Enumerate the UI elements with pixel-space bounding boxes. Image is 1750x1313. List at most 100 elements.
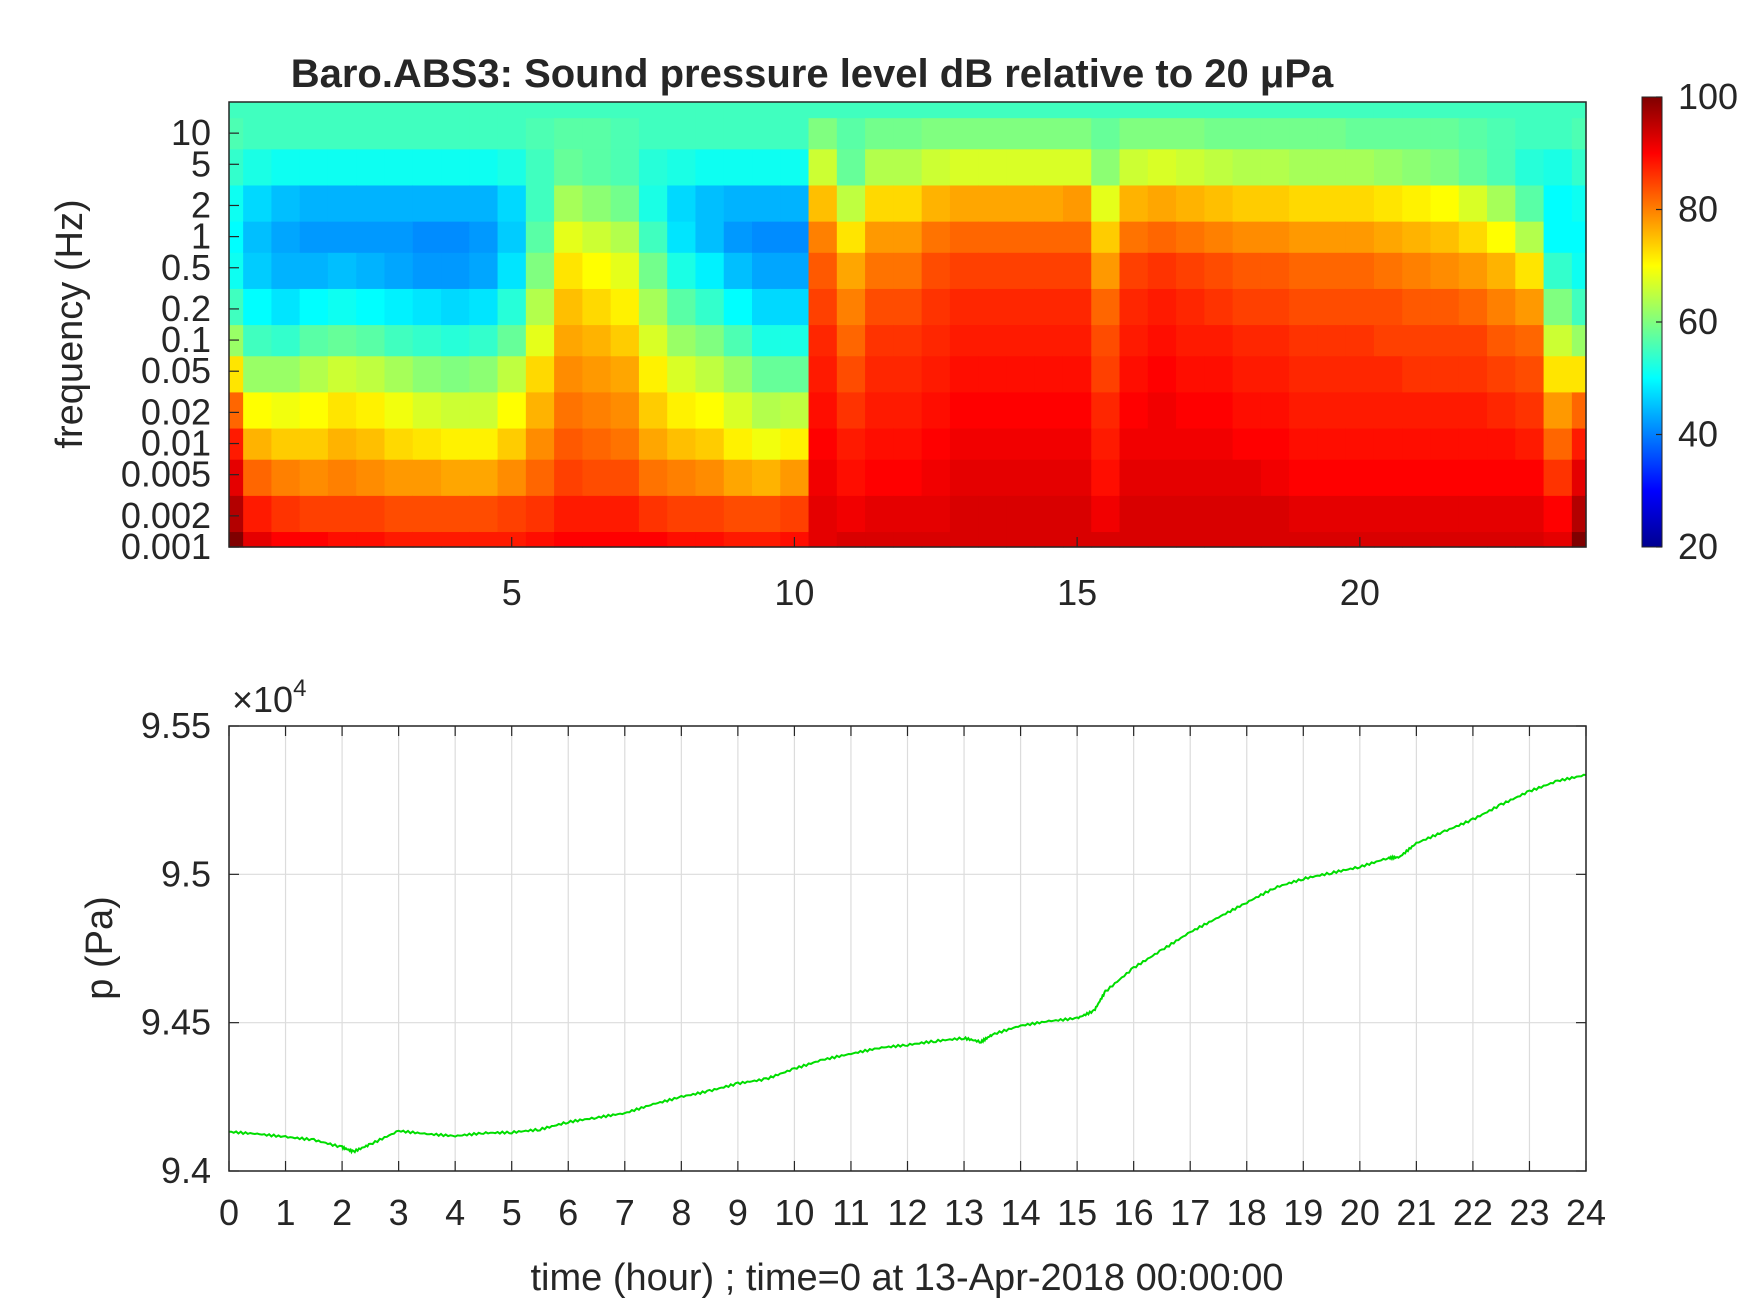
heatmap-cell bbox=[808, 148, 838, 186]
heatmap-cell bbox=[1062, 252, 1092, 289]
heatmap-cell bbox=[610, 117, 640, 150]
heatmap-cell bbox=[836, 221, 866, 253]
heatmap-cell bbox=[1317, 117, 1347, 150]
heatmap-cell bbox=[921, 117, 951, 150]
heatmap-cell bbox=[1373, 355, 1403, 393]
heatmap-cell bbox=[1289, 184, 1319, 222]
heatmap-cell bbox=[695, 221, 725, 253]
heatmap-cell bbox=[695, 495, 725, 533]
heatmap-cell bbox=[1487, 459, 1516, 496]
heatmap-cell bbox=[554, 102, 583, 119]
heatmap-cell bbox=[469, 355, 499, 393]
heatmap-cell bbox=[1373, 117, 1403, 150]
heatmap-cell bbox=[695, 117, 725, 150]
heatmap-cell bbox=[638, 221, 668, 253]
y-exponent-label: ×104 bbox=[232, 675, 306, 720]
heatmap-cell bbox=[441, 117, 470, 150]
colorbar-tick-label: 40 bbox=[1678, 414, 1718, 455]
heatmap-cell bbox=[1119, 221, 1149, 253]
heatmap-cell bbox=[1034, 252, 1064, 289]
heatmap-cell bbox=[441, 252, 470, 289]
x-tick-label: 1 bbox=[276, 1192, 296, 1233]
heatmap-cell bbox=[299, 221, 329, 253]
heatmap-cell bbox=[582, 117, 612, 150]
heatmap-cell bbox=[1260, 117, 1290, 150]
heatmap-cell bbox=[1458, 459, 1488, 496]
heatmap-cell bbox=[638, 531, 668, 548]
heatmap-cell bbox=[752, 221, 781, 253]
heatmap-cell bbox=[299, 459, 329, 496]
heatmap-cell bbox=[1062, 221, 1092, 253]
heatmap-cell bbox=[1345, 288, 1375, 326]
heatmap-cell bbox=[229, 531, 244, 548]
heatmap-cell bbox=[1515, 288, 1545, 326]
heatmap-cell bbox=[299, 427, 329, 460]
x-tick-label: 18 bbox=[1227, 1192, 1267, 1233]
heatmap-cell bbox=[1204, 221, 1234, 253]
heatmap-cell bbox=[723, 117, 753, 150]
heatmap-cell bbox=[1204, 102, 1234, 119]
heatmap-cell bbox=[1062, 391, 1092, 429]
heatmap-cell bbox=[638, 102, 668, 119]
heatmap-cell bbox=[412, 148, 442, 186]
heatmap-cell bbox=[1204, 148, 1234, 186]
heatmap-cell bbox=[299, 288, 329, 326]
heatmap-cell bbox=[243, 252, 273, 289]
heatmap-cell bbox=[469, 288, 499, 326]
heatmap-cell bbox=[893, 495, 923, 533]
heatmap-cell bbox=[1487, 391, 1516, 429]
heatmap-cell bbox=[1260, 324, 1290, 357]
spectrogram-cells bbox=[229, 102, 1587, 548]
heatmap-cell bbox=[582, 495, 612, 533]
heatmap-cell bbox=[582, 355, 612, 393]
heatmap-cell bbox=[1260, 427, 1290, 460]
heatmap-cell bbox=[1232, 184, 1262, 222]
heatmap-cell bbox=[1034, 148, 1064, 186]
heatmap-cell bbox=[412, 102, 442, 119]
heatmap-cell bbox=[384, 459, 414, 496]
heatmap-cell bbox=[1176, 148, 1205, 186]
heatmap-cell bbox=[1119, 495, 1149, 533]
heatmap-cell bbox=[1317, 459, 1347, 496]
heatmap-cell bbox=[1119, 117, 1149, 150]
heatmap-cell bbox=[1317, 355, 1347, 393]
heatmap-cell bbox=[638, 355, 668, 393]
heatmap-cell bbox=[1487, 495, 1516, 533]
heatmap-cell bbox=[1260, 148, 1290, 186]
heatmap-cell bbox=[1176, 531, 1205, 548]
heatmap-cell bbox=[1147, 148, 1177, 186]
heatmap-cell bbox=[1543, 427, 1573, 460]
heatmap-cell bbox=[1147, 184, 1177, 222]
heatmap-cell bbox=[1091, 531, 1121, 548]
heatmap-cell bbox=[1430, 184, 1460, 222]
heatmap-cell bbox=[384, 495, 414, 533]
heatmap-cell bbox=[1317, 102, 1347, 119]
heatmap-cell bbox=[1232, 355, 1262, 393]
heatmap-cell bbox=[497, 148, 527, 186]
heatmap-cell bbox=[1204, 288, 1234, 326]
x-tick-label: 4 bbox=[445, 1192, 465, 1233]
heatmap-cell bbox=[1345, 148, 1375, 186]
heatmap-cell bbox=[921, 324, 951, 357]
heatmap-cell bbox=[921, 184, 951, 222]
heatmap-cell bbox=[1006, 459, 1036, 496]
heatmap-cell bbox=[865, 184, 894, 222]
heatmap-cell bbox=[1515, 355, 1545, 393]
y-tick-label: 9.55 bbox=[141, 705, 211, 746]
pressure-y-label: p (Pa) bbox=[79, 896, 121, 999]
heatmap-cell bbox=[412, 495, 442, 533]
heatmap-cell bbox=[1119, 252, 1149, 289]
heatmap-cell bbox=[1515, 252, 1545, 289]
heatmap-cell bbox=[1317, 324, 1347, 357]
heatmap-cell bbox=[695, 252, 725, 289]
heatmap-cell bbox=[1317, 252, 1347, 289]
heatmap-cell bbox=[299, 324, 329, 357]
heatmap-cell bbox=[1260, 495, 1290, 533]
heatmap-cell bbox=[1402, 391, 1432, 429]
heatmap-cell bbox=[808, 355, 838, 393]
heatmap-cell bbox=[1402, 288, 1432, 326]
heatmap-cell bbox=[1543, 324, 1573, 357]
spectrogram-title: Baro.ABS3: Sound pressure level dB relat… bbox=[291, 52, 1334, 96]
heatmap-cell bbox=[271, 102, 301, 119]
heatmap-cell bbox=[949, 148, 979, 186]
